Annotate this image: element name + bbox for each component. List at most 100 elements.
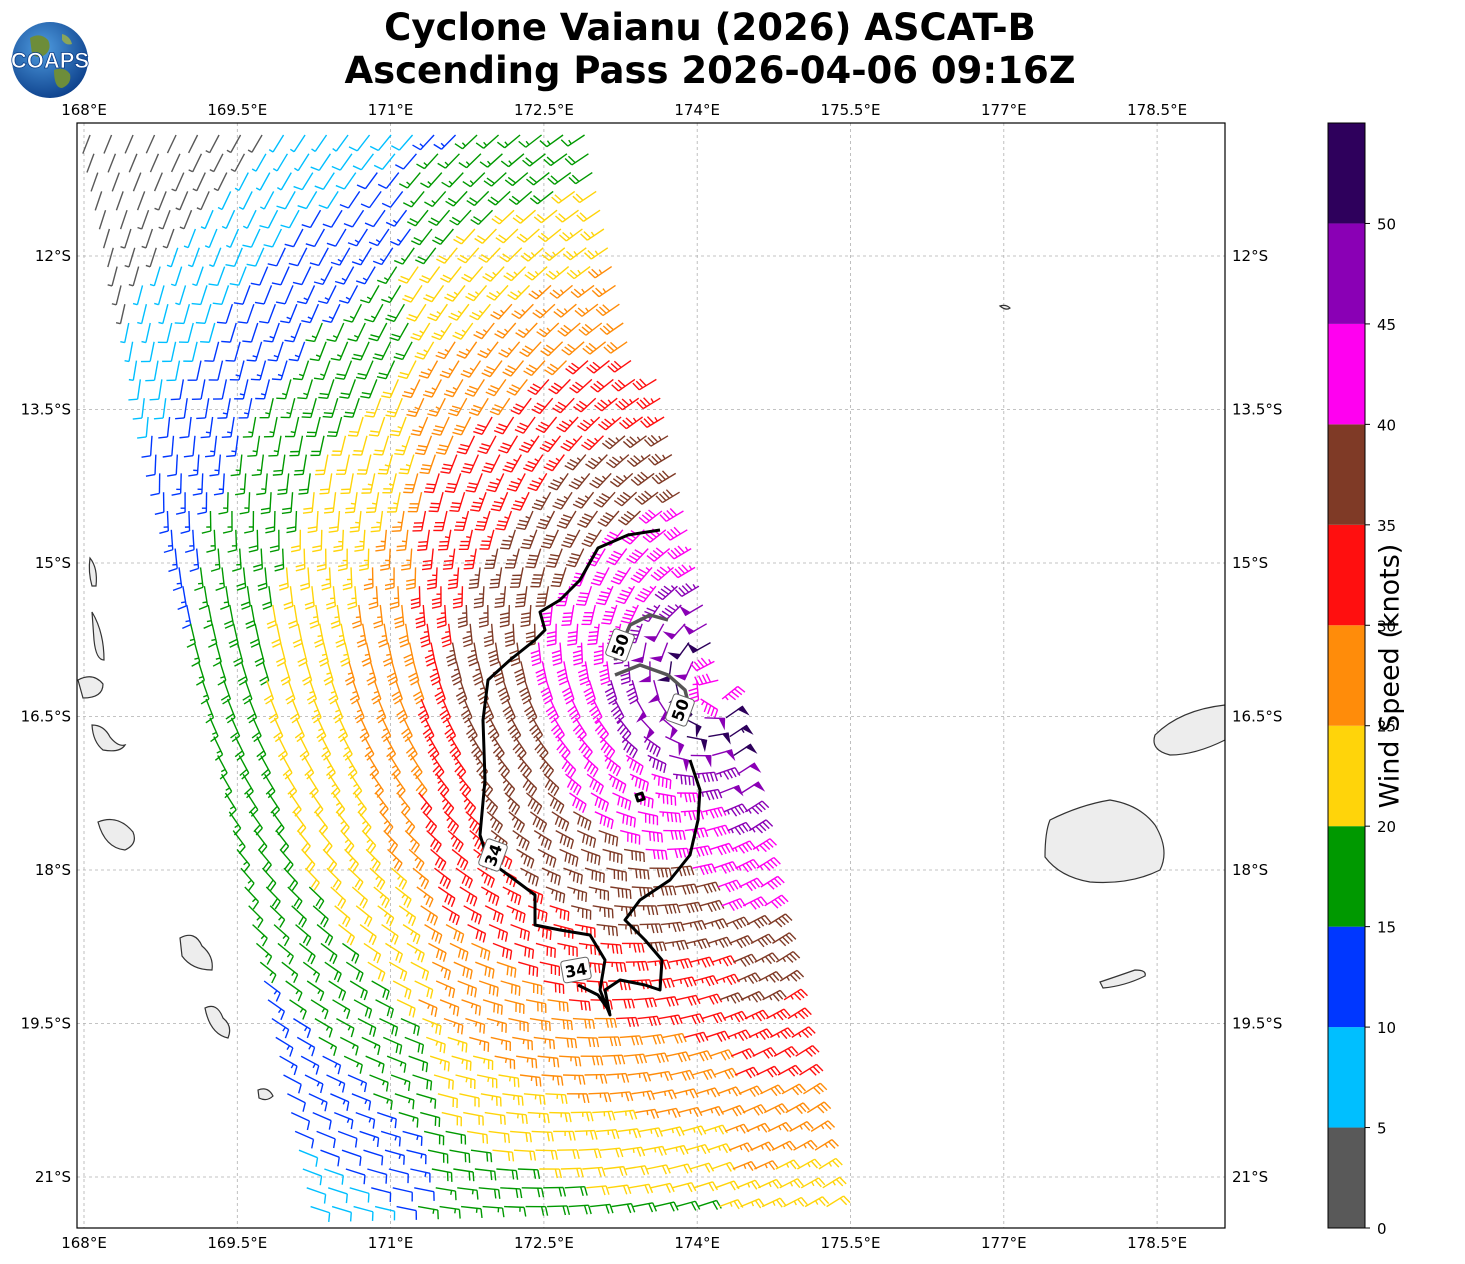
wind-barb — [775, 950, 801, 963]
wind-barb — [533, 209, 558, 224]
wind-barb — [568, 999, 591, 1011]
island-vanuatu-5 — [204, 1005, 231, 1039]
wind-barb — [517, 754, 532, 779]
wind-barb — [371, 773, 384, 798]
wind-barb — [170, 153, 181, 173]
wind-barb — [234, 379, 249, 400]
wind-barb — [588, 1092, 612, 1103]
wind-barb — [230, 153, 246, 173]
wind-barb — [602, 848, 623, 864]
wind-barb — [561, 754, 577, 778]
wind-barb — [382, 1036, 403, 1055]
wind-barb — [297, 379, 314, 400]
wind-barb — [541, 247, 566, 262]
wind-barb — [205, 134, 220, 154]
wind-barb — [535, 942, 556, 958]
wind-barb — [485, 378, 507, 397]
wind-barb — [209, 247, 222, 268]
wind-barb — [615, 397, 640, 411]
wind-barb — [477, 435, 497, 455]
wind-barb — [590, 1203, 614, 1214]
wind-barb — [295, 924, 312, 947]
wind-barb — [697, 993, 723, 1005]
wind-barb — [403, 473, 419, 494]
wind-barb — [555, 1036, 578, 1049]
wind-barb — [422, 717, 435, 743]
wind-barb — [758, 971, 783, 983]
wind-barb — [286, 510, 298, 534]
wind-barb — [508, 811, 526, 833]
wind-barb — [545, 698, 560, 724]
lon-tick-label-top: 174°E — [674, 101, 720, 119]
lon-tick-label-top: 169.5°E — [207, 101, 267, 119]
wind-barb — [552, 397, 575, 414]
wind-barb — [316, 924, 334, 946]
wind-barb — [401, 548, 413, 571]
wind-barb — [246, 341, 263, 362]
wind-barb — [396, 792, 411, 817]
wind-barb — [330, 1093, 350, 1111]
wind-barb — [208, 266, 226, 287]
wind-barb — [355, 360, 374, 380]
wind-barb — [291, 905, 308, 928]
wind-barb — [435, 980, 456, 999]
wind-barb — [306, 1187, 327, 1204]
wind-barb — [529, 190, 554, 205]
wind-barb — [320, 1149, 340, 1167]
wind-barb — [675, 1200, 701, 1211]
lat-tick-label-left: 12°S — [35, 247, 71, 265]
wind-barb — [200, 679, 210, 705]
wind-barb — [651, 470, 677, 485]
wind-barb — [290, 698, 301, 724]
wind-barb — [695, 1087, 721, 1098]
wind-barb — [584, 867, 605, 883]
wind-barb — [533, 830, 552, 851]
wind-barb — [271, 1018, 290, 1039]
wind-barb — [436, 773, 450, 798]
wind-barb — [810, 1120, 836, 1132]
wind-barb — [577, 661, 590, 686]
wind-barb — [289, 435, 304, 457]
wind-barb — [375, 999, 394, 1019]
wind-barb — [556, 736, 571, 760]
wind-barb — [594, 397, 618, 412]
wind-barb — [172, 567, 183, 592]
wind-barb — [318, 379, 335, 400]
wind-barb — [582, 1166, 606, 1177]
wind-barb — [323, 492, 337, 514]
wind-barb — [439, 999, 460, 1017]
wind-barb — [170, 266, 183, 287]
wind-barb — [343, 397, 360, 418]
wind-barb — [575, 585, 593, 606]
island-vanuatu-1 — [77, 676, 104, 699]
wind-barb — [349, 510, 362, 533]
wind-barb — [419, 454, 436, 475]
wind-barb — [477, 867, 495, 888]
wind-barb — [703, 1124, 728, 1135]
wind-barb — [342, 942, 360, 964]
wind-barb — [364, 303, 384, 323]
wind-barb — [586, 360, 610, 374]
wind-barb — [586, 1185, 610, 1196]
wind-barb — [230, 717, 241, 743]
wind-barb — [609, 1091, 634, 1102]
wind-barb — [707, 1143, 732, 1154]
wind-barb — [441, 905, 460, 926]
wind-barb — [664, 1144, 689, 1156]
wind-barb — [565, 548, 585, 568]
wind-barb — [306, 980, 325, 1002]
wind-barb — [479, 153, 503, 168]
wind-barb — [435, 1187, 457, 1201]
wind-barb — [398, 1111, 419, 1128]
wind-barb — [239, 492, 251, 515]
wind-barb — [480, 886, 500, 906]
wind-barb — [336, 811, 350, 836]
wind-barb — [318, 191, 339, 209]
wind-barb — [449, 1149, 471, 1163]
wind-barb — [283, 586, 294, 610]
wind-barb — [793, 1139, 818, 1151]
wind-barb — [149, 153, 160, 173]
colorbar-band — [1328, 625, 1365, 726]
wind-barb — [620, 604, 639, 624]
wind-barb — [410, 1168, 431, 1183]
